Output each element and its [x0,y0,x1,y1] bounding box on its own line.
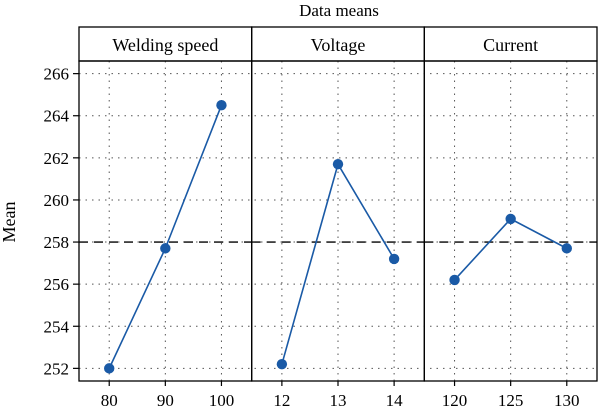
x-tick-label: 125 [498,391,524,410]
y-tick-label: 262 [44,149,70,168]
panel-frame [251,60,425,382]
y-tick-label: 260 [44,191,70,210]
chart-title: Data means [299,1,379,20]
y-axis: 252 254 256 258 260 262 264 266 [44,65,79,378]
data-point [388,253,400,265]
data-point [505,213,516,225]
x-tick-label: 80 [101,391,118,410]
y-tick-label: 252 [44,359,70,378]
panel-current: Current 120 125 130 [423,26,598,410]
data-point [104,363,115,374]
y-tick-label: 254 [44,317,70,336]
panel-frame [78,60,253,382]
x-tick-label: 100 [209,391,235,410]
panels-group: Welding speed 80 90 100 Voltage 12 13 14 Current… [78,26,598,410]
y-tick-label: 266 [44,65,70,84]
x-tick-label: 130 [554,391,580,410]
series-line [453,217,568,281]
x-tick-label: 13 [330,391,347,410]
panel-title: Welding speed [112,35,218,55]
panel-voltage: Voltage 12 13 14 [251,26,425,410]
data-point [561,243,572,254]
panel-welding-speed: Welding speed 80 90 100 [78,26,253,410]
panel-title: Voltage [311,35,366,55]
data-point [449,274,460,286]
panel-frame [423,60,598,382]
data-point [276,358,288,370]
y-tick-label: 264 [44,107,70,126]
data-point [216,100,227,111]
y-tick-label: 256 [44,275,70,294]
x-tick-label: 12 [273,391,290,410]
y-tick-label: 258 [44,233,70,252]
data-point [160,243,171,254]
x-tick-label: 90 [157,391,174,410]
panel-title: Current [483,35,538,55]
x-tick-label: 14 [386,391,404,410]
data-point [332,158,344,170]
y-axis-label: Mean [0,202,19,243]
x-tick-label: 120 [442,391,468,410]
